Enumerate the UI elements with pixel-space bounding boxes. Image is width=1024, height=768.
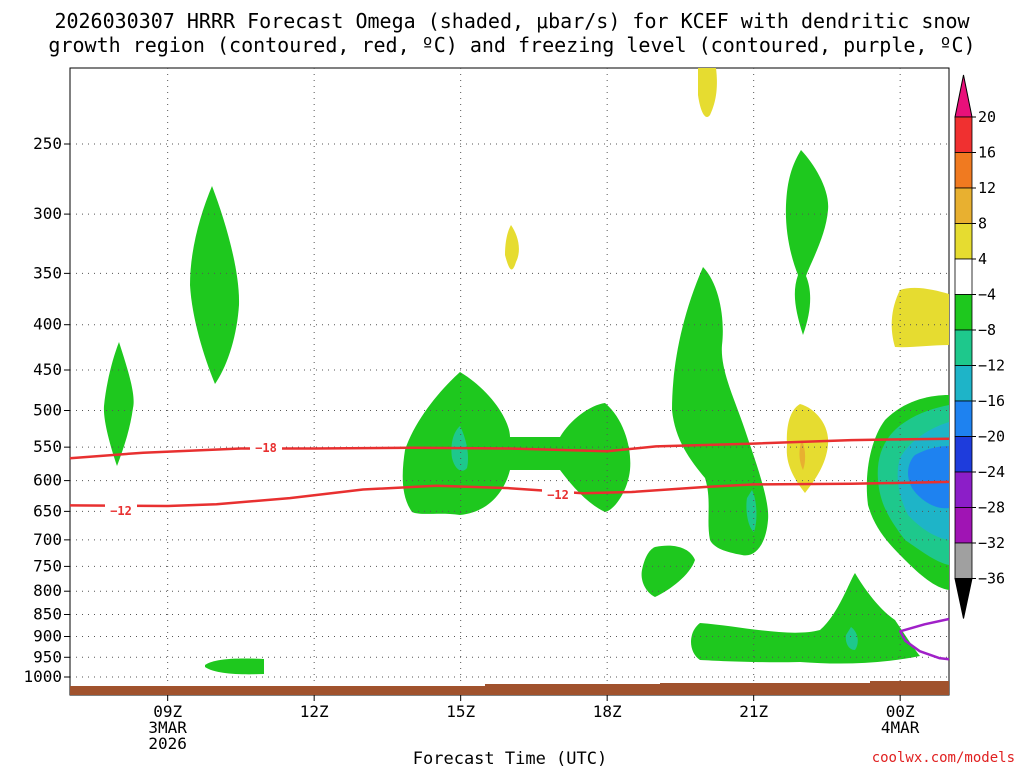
y-tick-label-350: 350 [33, 263, 62, 282]
x-tick-label-0-1: 3MAR [148, 718, 187, 737]
x-tick-label-1-0: 12Z [300, 702, 329, 721]
omega-region-green-7 [785, 150, 829, 335]
x-tick-label-3-0: 18Z [593, 702, 622, 721]
colorbar-segment-3 [954, 223, 973, 260]
colorbar-label-13: −36 [978, 570, 1005, 588]
omega-region-yellow-3 [786, 404, 829, 493]
y-tick-label-400: 400 [33, 315, 62, 334]
omega-region-yellow-1 [698, 68, 717, 118]
colorbar-label-11: −28 [978, 499, 1005, 517]
y-tick-label-950: 950 [33, 647, 62, 666]
y-tick-label-450: 450 [33, 360, 62, 379]
contour-lines [69, 437, 950, 661]
x-tick-label-0-0: 09Z [153, 702, 182, 721]
omega-region-orange-1 [799, 440, 806, 470]
contour-label-minus18: −18 [255, 441, 277, 455]
terrain-strip [70, 681, 949, 695]
colorbar-segment-1 [954, 152, 973, 189]
omega-region-yellow-4 [891, 287, 949, 348]
x-tick-label-2-0: 15Z [446, 702, 475, 721]
chart-title-line-2: growth region (contoured, red, ºC) and f… [48, 33, 975, 57]
colorbar-label-4: 4 [978, 250, 987, 268]
credit-text: coolwx.com/models [872, 750, 1015, 766]
omega-region-green-6 [641, 545, 695, 597]
y-tick-label-700: 700 [33, 530, 62, 549]
omega-region-yellow-2 [505, 225, 519, 270]
contour-label-minus12-left: −12 [110, 504, 132, 518]
x-tick-label-4-0: 21Z [739, 702, 768, 721]
chart-title-line-1: 2026030307 HRRR Forecast Omega (shaded, … [54, 9, 970, 33]
omega-region-green-4 [402, 372, 631, 515]
y-tick-label-500: 500 [33, 401, 62, 420]
colorbar-segment-2 [954, 187, 973, 224]
y-tick-label-550: 550 [33, 437, 62, 456]
y-tick-label-750: 750 [33, 556, 62, 575]
contour-label-minus12-mid: −12 [547, 488, 569, 502]
colorbar-top-triangle [954, 74, 973, 118]
contour-dgz-lower [69, 480, 950, 508]
colorbar-label-12: −32 [978, 534, 1005, 552]
colorbar-label-7: −12 [978, 357, 1005, 375]
colorbar-segment-11 [954, 507, 973, 544]
colorbar-segment-6 [954, 329, 973, 366]
colorbar-label-0: 20 [978, 108, 996, 126]
x-tick-label-5-1: 4MAR [881, 718, 920, 737]
y-tick-label-800: 800 [33, 581, 62, 600]
contour-label-bg-minus12-mid [542, 487, 574, 501]
omega-region-green-2 [190, 186, 240, 384]
omega-region-blue-1 [908, 446, 949, 509]
colorbar-segment-4 [954, 258, 973, 295]
colorbar-label-1: 16 [978, 144, 996, 162]
colorbar-segment-10 [954, 471, 973, 508]
omega-region-green-5 [672, 267, 769, 556]
omega-region-green-3 [205, 658, 264, 675]
colorbar: 20 16 12 8 4 −4 −8 −12 −16 −20 −24 −28 −32 −36 [954, 74, 1005, 619]
plot-area [69, 67, 950, 696]
x-axis-label: Forecast Time (UTC) [413, 749, 607, 768]
colorbar-label-10: −24 [978, 463, 1005, 481]
contour-label-bg-minus18 [250, 440, 282, 454]
colorbar-segment-9 [954, 436, 973, 473]
colorbar-label-6: −8 [978, 321, 996, 339]
y-axis: 250 300 350 400 450 500 550 600 650 700 750 800 850 9… [23, 134, 70, 686]
colorbar-segment-8 [954, 400, 973, 437]
colorbar-label-3: 8 [978, 215, 987, 233]
y-tick-label-1000: 1000 [23, 667, 62, 686]
y-tick-label-650: 650 [33, 501, 62, 520]
contour-label-bg-minus12-left [105, 503, 137, 517]
colorbar-bottom-triangle [954, 578, 973, 619]
y-tick-label-300: 300 [33, 204, 62, 223]
colorbar-segment-7 [954, 365, 973, 402]
omega-region-green-8 [691, 573, 920, 664]
y-tick-label-850: 850 [33, 605, 62, 624]
colorbar-label-5: −4 [978, 286, 996, 304]
colorbar-label-9: −20 [978, 428, 1005, 446]
colorbar-label-2: 12 [978, 179, 996, 197]
colorbar-segment-5 [954, 294, 973, 331]
contour-freezing-level [898, 617, 950, 661]
colorbar-label-8: −16 [978, 392, 1005, 410]
colorbar-segment-12 [954, 542, 973, 579]
contour-labels: −18 −12 −12 [105, 440, 574, 518]
x-tick-label-0-2: 2026 [148, 734, 187, 753]
grid [70, 68, 949, 695]
x-tick-label-5-0: 00Z [886, 702, 915, 721]
y-tick-label-900: 900 [33, 626, 62, 645]
omega-region-teal-3 [845, 627, 858, 650]
colorbar-segment-0 [954, 116, 973, 153]
contour-dgz-upper [69, 437, 950, 460]
omega-region-green-1 [103, 342, 134, 466]
y-tick-label-250: 250 [33, 134, 62, 153]
omega-shading [103, 68, 949, 675]
y-tick-label-600: 600 [33, 471, 62, 490]
